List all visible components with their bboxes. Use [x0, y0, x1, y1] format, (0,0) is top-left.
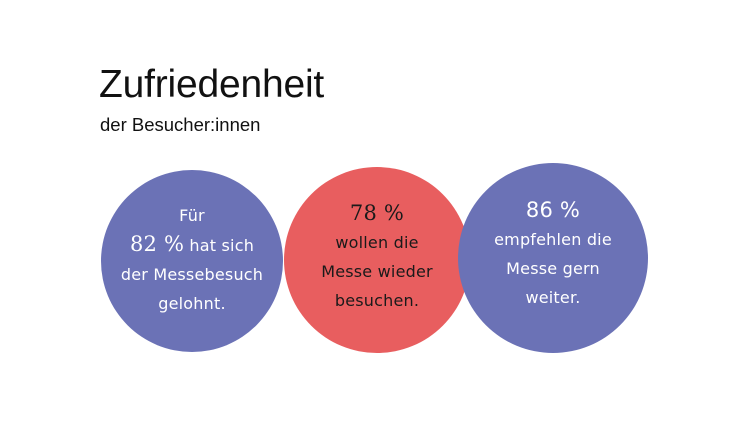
stat-text: hat sich	[189, 235, 255, 255]
stat-text: gelohnt.	[158, 293, 226, 313]
stat-circle-return: 78 % wollen die Messe wieder besuchen.	[284, 167, 470, 353]
stat-text: der Messebesuch	[120, 264, 264, 284]
stat-line: 82 % hat sich	[130, 230, 254, 260]
stat-text: Messe wieder	[321, 262, 433, 281]
stat-circle-worthwhile: Für 82 % hat sich der Messebesuch gelohn…	[101, 170, 283, 352]
stat-value: 82 %	[129, 231, 185, 256]
stat-text: Für	[179, 205, 205, 225]
stat-text: weiter.	[525, 288, 581, 307]
stat-value: 78 %	[349, 201, 405, 225]
stat-text: wollen die	[335, 233, 419, 252]
stat-text: empfehlen die	[494, 230, 612, 249]
stat-circle-recommend: 86 % empfehlen die Messe gern weiter.	[458, 163, 648, 353]
page-title: Zufriedenheit	[99, 63, 325, 106]
stat-text: besuchen.	[334, 291, 420, 310]
page-subtitle: der Besucher:innen	[100, 114, 261, 135]
stat-value: 86 %	[525, 198, 581, 222]
stat-text: Messe gern	[506, 259, 600, 278]
